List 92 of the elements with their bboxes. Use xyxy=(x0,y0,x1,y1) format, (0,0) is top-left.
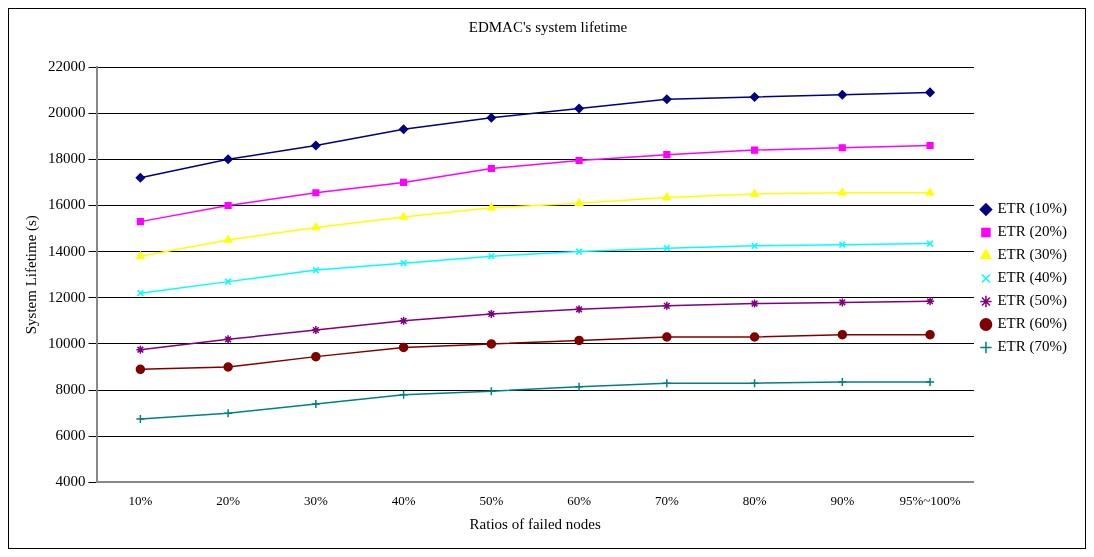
point xyxy=(223,408,233,418)
point xyxy=(838,241,846,249)
point xyxy=(750,189,759,197)
point xyxy=(575,156,583,165)
point xyxy=(487,203,496,211)
point xyxy=(925,87,935,98)
point xyxy=(486,309,497,319)
chart-title: EDMAC's system lifetime xyxy=(468,18,628,35)
x-tick-label: 40% xyxy=(391,492,416,508)
point xyxy=(135,344,146,355)
point xyxy=(223,235,233,243)
point xyxy=(135,173,146,183)
point xyxy=(838,144,846,152)
point xyxy=(400,178,408,186)
legend-label: ETR (20%) xyxy=(997,223,1068,241)
point xyxy=(487,164,495,173)
y-tick-label: 20000 xyxy=(48,104,86,121)
y-tick-label: 14000 xyxy=(48,242,86,259)
point xyxy=(398,316,409,326)
point xyxy=(662,94,672,105)
y-tick-label: 18000 xyxy=(48,150,86,167)
point xyxy=(663,151,671,159)
x-tick-label: 90% xyxy=(830,492,855,508)
legend-label: ETR (30%) xyxy=(997,246,1068,264)
x-tick-label: 80% xyxy=(742,492,767,508)
point xyxy=(311,222,321,231)
point xyxy=(223,362,233,372)
legend-label: ETR (10%) xyxy=(997,200,1068,218)
point xyxy=(662,332,672,342)
point xyxy=(224,201,232,210)
point xyxy=(136,251,145,259)
point xyxy=(135,364,146,375)
point xyxy=(925,188,935,196)
point xyxy=(574,103,584,114)
legend-label: ETR (40%) xyxy=(997,269,1068,287)
point xyxy=(399,212,408,220)
point xyxy=(311,399,321,409)
y-tick-label: 10000 xyxy=(48,334,86,351)
point xyxy=(662,378,672,388)
point xyxy=(662,301,672,311)
point xyxy=(837,297,848,308)
point xyxy=(311,351,321,362)
y-tick-label: 16000 xyxy=(48,196,86,213)
point xyxy=(749,92,760,102)
point xyxy=(398,124,409,135)
legend-label: ETR (70%) xyxy=(997,338,1068,356)
point xyxy=(837,89,848,100)
x-tick-label: 10% xyxy=(128,492,153,508)
y-tick-label: 4000 xyxy=(55,473,86,490)
point xyxy=(574,198,584,206)
x-tick-label: 50% xyxy=(479,492,504,508)
point xyxy=(925,296,935,306)
point xyxy=(662,192,672,201)
legend-label: ETR (50%) xyxy=(997,292,1068,310)
y-tick-label: 8000 xyxy=(55,381,86,398)
legend-label: ETR (60%) xyxy=(997,315,1068,333)
point xyxy=(486,386,497,396)
point xyxy=(751,146,759,154)
point xyxy=(136,218,144,226)
x-tick-label: 95%~100% xyxy=(899,492,961,508)
point xyxy=(837,329,848,340)
point xyxy=(749,378,760,388)
point xyxy=(223,334,233,345)
x-tick-label: 70% xyxy=(654,492,679,508)
x-tick-label: 60% xyxy=(567,492,592,508)
point xyxy=(574,304,584,315)
point xyxy=(838,188,847,196)
x-tick-label: 30% xyxy=(303,492,328,508)
point xyxy=(486,113,497,123)
y-axis-title: System Lifetime (s) xyxy=(22,215,40,335)
point xyxy=(574,335,584,346)
x-tick-label: 20% xyxy=(216,492,241,508)
point xyxy=(663,244,671,252)
point xyxy=(486,339,497,349)
point xyxy=(574,381,584,392)
point xyxy=(925,329,935,340)
point xyxy=(312,189,320,197)
point xyxy=(135,414,146,424)
point xyxy=(749,332,760,342)
point xyxy=(926,239,934,248)
y-tick-label: 6000 xyxy=(55,427,86,444)
y-tick-label: 22000 xyxy=(48,57,86,74)
y-tick-label: 12000 xyxy=(48,288,86,305)
point xyxy=(749,298,760,309)
point xyxy=(223,154,233,165)
point xyxy=(926,141,934,150)
point xyxy=(398,342,409,353)
point xyxy=(925,377,935,387)
point xyxy=(837,377,848,387)
point xyxy=(311,140,321,151)
point xyxy=(311,325,321,335)
x-axis-title: Ratios of failed nodes xyxy=(469,515,601,532)
